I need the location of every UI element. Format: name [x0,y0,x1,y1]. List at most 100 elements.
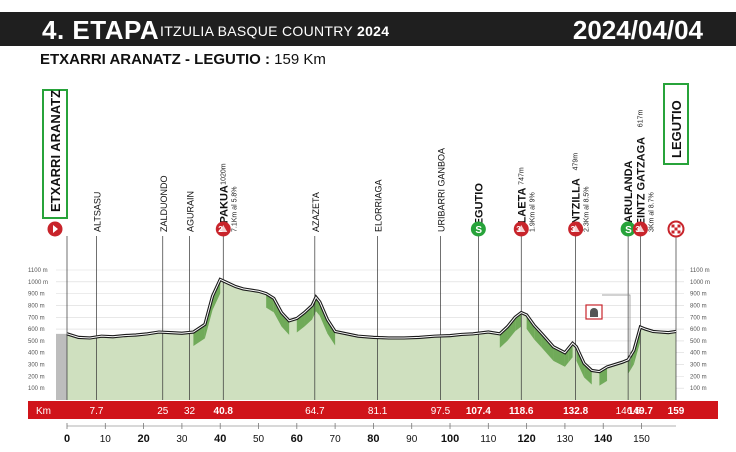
finish-name: LEGUTIO [669,100,684,158]
profile-road-center [66,278,677,373]
elevation-tick-left: 100 m [28,386,45,392]
km-bar-value: 32 [184,406,196,417]
climb-altitude: 747m [518,167,525,185]
km-bar-value: 159 [668,406,685,417]
x-axis-tick-label: 140 [594,433,612,445]
elevation-tick-right: 400 m [690,351,707,357]
start-arrow-icon [53,225,58,233]
elevation-tick-left: 1100 m [28,268,48,274]
sprint-icon [470,221,486,237]
climb-altitude: 479m [573,153,580,171]
climb-info: 7.1Km al 5.8% [231,186,238,232]
sprint-icon-label: S [625,225,632,236]
waypoint-name: AZAZETA [311,192,321,232]
waypoint-name: LEINTZ GATZAGA [635,137,647,232]
waypoint-name: ALTSASU [92,192,102,232]
slope-band [526,314,535,340]
terrain-fill [67,279,676,400]
x-axis-tick-label: 10 [100,434,112,445]
elevation-tick-right: 1000 m [690,280,710,286]
waypoint-name: UNTZILLA [571,178,583,232]
km-bar-label: Km [36,406,51,417]
waypoint-name: AGURAIN [186,191,196,232]
race-title: ITZULIA BASQUE COUNTRY [160,23,353,39]
climb-info: 1.9Km al 9% [529,192,536,232]
race-year: 2024 [357,23,390,39]
waypoint-label-group: ELORRIAGA [374,179,384,232]
elevation-tick-left: 1000 m [28,280,48,286]
waypoint-name: OLAETA [516,188,528,232]
route-line: ETXARRI ARANATZ - LEGUTIO : 159 Km [40,51,326,68]
km-bar-value: 7.7 [90,406,104,417]
stage-header: 4. ETAPA ITZULIA BASQUE COUNTRY 2024 202… [0,12,736,46]
start-base [56,333,67,400]
finish-name-box [663,83,689,165]
x-axis-tick-label: 130 [557,434,574,445]
waypoint-label-group: OLAETA 747m 1.9Km al 9% [516,167,536,232]
slope-band [541,333,554,361]
x-axis-tick-label: 70 [330,434,342,445]
x-axis-tick-label: 90 [406,434,418,445]
km-bar-value: 64.7 [305,406,325,417]
slope-band [273,298,282,327]
km-bar-value: 81.1 [368,406,388,417]
km-bar [28,401,718,419]
elevation-tick-right: 100 m [690,386,707,392]
start-name-box [42,89,68,219]
stage-date: 2024/04/04 [572,15,703,45]
km-bar-value: 118.6 [509,406,534,417]
waypoint-label-group: AGURAIN [186,191,196,232]
slope-band [499,326,508,348]
climb-altitude: 1020m [220,163,227,185]
waypoint-label-group: LEINTZ GATZAGA 617m 3Km al 8.7% [635,110,655,232]
elevation-tick-right: 1100 m [690,268,710,274]
waypoint-name: URIBARRI GANBOA [436,148,446,232]
waypoint-label-group: ALTSASU [92,192,102,232]
x-axis-tick-label: 150 [633,434,650,445]
km-bar-value: 132.8 [563,406,588,417]
waypoint-label-group: AZAZETA [311,192,321,232]
x-axis-tick-label: 50 [253,434,265,445]
elevation-tick-right: 500 m [690,339,707,345]
route-points: ETXARRI ARANATZ - LEGUTIO : [40,51,270,68]
x-axis-tick-label: 0 [64,433,70,445]
slope-band [628,350,634,374]
waypoint-name: ZALDUONDO [159,175,169,232]
km-bar-value: 146.5 [616,406,641,417]
km-bar-value: 107.4 [466,406,491,417]
sprint-icon-label: S [475,225,482,236]
mountain-icon [571,225,580,232]
slope-band [507,317,516,341]
elevation-tick-right: 700 m [690,315,707,321]
elevation-tick-left: 400 m [28,351,45,357]
elevation-tick-right: 900 m [690,292,707,298]
slope-band [534,325,542,348]
waypoint-label-group: MARULANDA [623,160,635,232]
elevation-tick-right: 200 m [690,374,707,380]
finish-flag-check [674,227,678,231]
elevation-tick-left: 300 m [28,363,45,369]
finish-flag-check [677,224,681,228]
waypoint-label-group: ZALDUONDO [159,175,169,232]
mountain-icon [636,225,645,232]
elevation-tick-left: 600 m [28,327,45,333]
elevation-tick-left: 500 m [28,339,45,345]
start-name: ETXARRI ARANATZ [48,90,63,212]
finish-flag-check [677,230,681,234]
x-axis-tick-label: 110 [480,434,496,445]
km-bar-value: 97.5 [431,406,451,417]
x-axis-tick-label: 100 [441,433,459,445]
km-bar-value: 25 [157,406,169,417]
start-name-group: ETXARRI ARANATZ [48,90,63,212]
climb-info: 3Km al 8.7% [648,192,655,232]
climb-info: 2.3Km al 8.5% [584,186,591,232]
tunnel-arch [590,308,598,317]
waypoint-label-group: URIBARRI GANBOA [436,148,446,232]
tunnel-pointer [602,294,631,370]
finish-name-group: LEGUTIO [669,100,684,158]
waypoint-label-group: LEGUTIO [473,183,485,232]
x-axis-tick-label: 20 [137,433,149,445]
race-name: ITZULIA BASQUE COUNTRY 2024 [160,23,389,39]
x-axis-tick-label: 80 [367,433,379,445]
waypoint-name: ELORRIAGA [374,179,384,232]
